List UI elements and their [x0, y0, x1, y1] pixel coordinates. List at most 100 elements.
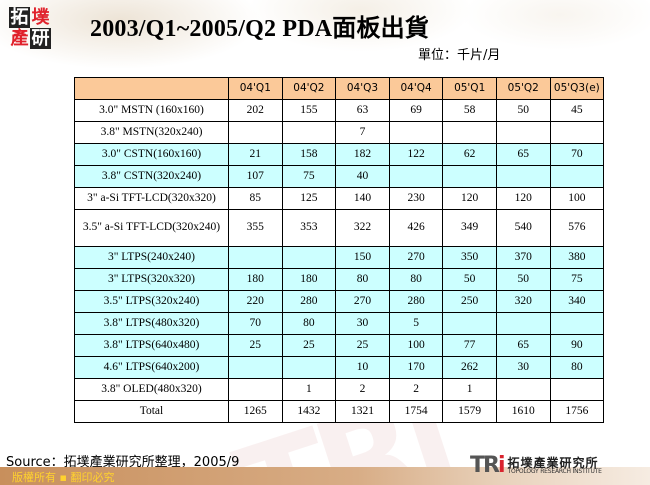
table-row: 3" LTPS(240x240) 150 270 350 370 380	[74, 246, 605, 269]
table-cell: 230	[388, 187, 444, 210]
table-cell	[281, 121, 337, 144]
table-cell: 576	[549, 209, 605, 247]
table-row: 3.5" LTPS(320x240) 220 280 270 280 250 320 340	[74, 290, 605, 313]
table-cell: 100	[388, 334, 444, 357]
row-label: 3.0" MSTN (160x160)	[74, 99, 229, 122]
table-cell: 322	[335, 209, 390, 247]
table-cell	[549, 378, 605, 401]
table-cell: 77	[442, 334, 497, 357]
table-cell: 30	[495, 356, 551, 379]
row-label: 3.8" LTPS(640x480)	[74, 334, 229, 357]
table-cell	[495, 165, 551, 188]
column-header: 05'Q1	[442, 77, 497, 100]
table-body: 3.0" MSTN (160x160) 202 155 63 69 58 50 45 3.8" …	[74, 99, 605, 423]
table-cell: 80	[281, 312, 337, 335]
table-cell: 85	[228, 187, 283, 210]
table-cell: 10	[335, 356, 390, 379]
table-cell: 140	[335, 187, 390, 210]
logo-char: 研	[30, 27, 51, 49]
table-cell: 540	[495, 209, 551, 247]
table-cell: 280	[388, 290, 444, 313]
table-cell: 70	[228, 312, 283, 335]
tri-english-name: TOPOLOGY RESEARCH INSTITUTE	[507, 468, 602, 475]
table-cell: 80	[549, 356, 605, 379]
table-row: 4.6" LTPS(640x200) 10 170 262 30 80	[74, 356, 605, 379]
table-cell: 50	[495, 268, 551, 291]
table-cell: 1	[442, 378, 497, 401]
table-cell: 90	[549, 334, 605, 357]
table-cell	[228, 246, 283, 269]
table-cell: 182	[335, 143, 390, 166]
table-cell: 380	[549, 246, 605, 269]
table-row: 3.8" MSTN(320x240) 7	[74, 121, 605, 144]
column-header: 04'Q1	[228, 77, 283, 100]
row-label: 3.8" CSTN(320x240)	[74, 165, 229, 188]
table-cell: 150	[335, 246, 390, 269]
table-cell	[549, 312, 605, 335]
shipment-table: 04'Q1 04'Q2 04'Q3 04'Q4 05'Q1 05'Q2 05'Q…	[74, 77, 605, 423]
column-header: 05'Q2	[495, 77, 551, 100]
table-row: 3" a-Si TFT-LCD(320x320) 85 125 140 230 120 12…	[74, 187, 605, 210]
table-row: 3.0" CSTN(160x160) 21 158 182 122 62 65 70	[74, 143, 605, 166]
row-label: 3.8" MSTN(320x240)	[74, 121, 229, 144]
logo-char: 產	[10, 27, 29, 49]
table-cell: 65	[495, 334, 551, 357]
table-cell: 350	[442, 246, 497, 269]
footer-bar	[0, 467, 650, 485]
table-cell: 1754	[388, 400, 444, 423]
table-cell: 21	[228, 143, 283, 166]
table-cell: 45	[549, 99, 605, 122]
table-cell	[549, 121, 605, 144]
table-cell: 180	[228, 268, 283, 291]
table-row: Total 1265 1432 1321 1754 1579 1610 1756	[74, 400, 605, 423]
table-cell: 370	[495, 246, 551, 269]
row-label: Total	[74, 400, 229, 423]
table-cell: 125	[281, 187, 337, 210]
table-row: 3.8" OLED(480x320) 1 2 2 1	[74, 378, 605, 401]
tri-mark-icon: TRi	[470, 453, 505, 478]
table-cell: 1756	[549, 400, 605, 423]
table-cell: 58	[442, 99, 497, 122]
row-label: 3.5" LTPS(320x240)	[74, 290, 229, 313]
table-cell: 270	[335, 290, 390, 313]
table-cell: 340	[549, 290, 605, 313]
table-cell	[281, 246, 337, 269]
table-cell: 122	[388, 143, 444, 166]
table-cell: 62	[442, 143, 497, 166]
table-cell: 100	[549, 187, 605, 210]
row-label: 3" LTPS(320x320)	[74, 268, 229, 291]
table-cell	[495, 121, 551, 144]
table-cell: 75	[549, 268, 605, 291]
table-row: 3.8" LTPS(480x320) 70 80 30 5	[74, 312, 605, 335]
table-cell: 1610	[495, 400, 551, 423]
table-cell: 158	[281, 143, 337, 166]
table-cell: 426	[388, 209, 444, 247]
row-label: 3.5" a-Si TFT-LCD(320x240)	[74, 209, 229, 247]
source-note: Source：拓墣產業研究所整理，2005/9	[6, 455, 240, 470]
row-label: 3" LTPS(240x240)	[74, 246, 229, 269]
table-cell: 320	[495, 290, 551, 313]
row-label: 3.8" LTPS(480x320)	[74, 312, 229, 335]
column-header: 04'Q4	[388, 77, 444, 100]
row-label: 4.6" LTPS(640x200)	[74, 356, 229, 379]
table-cell: 353	[281, 209, 337, 247]
table-cell: 1265	[228, 400, 283, 423]
table-cell: 65	[495, 143, 551, 166]
table-cell: 220	[228, 290, 283, 313]
table-cell	[442, 312, 497, 335]
table-cell: 30	[335, 312, 390, 335]
table-cell: 250	[442, 290, 497, 313]
table-cell: 63	[335, 99, 390, 122]
table-cell	[388, 165, 444, 188]
row-label: 3.8" OLED(480x320)	[74, 378, 229, 401]
table-cell: 349	[442, 209, 497, 247]
table-row: 3.8" CSTN(320x240) 107 75 40	[74, 165, 605, 188]
table-cell: 40	[335, 165, 390, 188]
table-cell: 262	[442, 356, 497, 379]
table-cell: 120	[495, 187, 551, 210]
table-cell: 170	[388, 356, 444, 379]
tri-logo-text: 拓墣產業研究所 TOPOLOGY RESEARCH INSTITUTE	[508, 457, 602, 475]
table-cell: 25	[281, 334, 337, 357]
table-cell: 69	[388, 99, 444, 122]
table-cell: 25	[228, 334, 283, 357]
